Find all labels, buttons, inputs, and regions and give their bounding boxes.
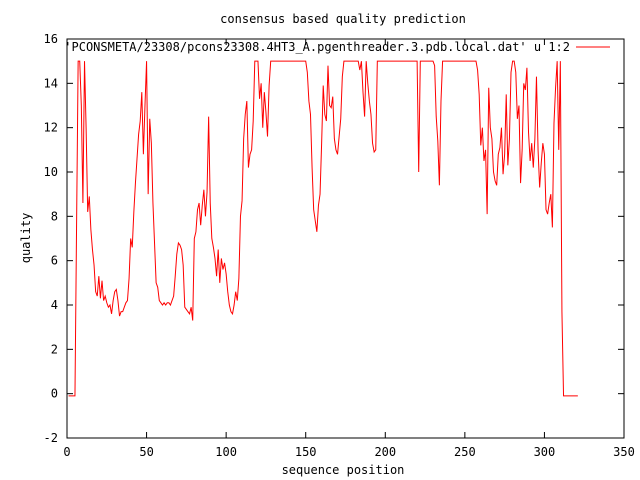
axes: -2 0 2 4 6 8 10 12 14 16 0 50 100 150 200 250 300 350 [44, 32, 635, 459]
y-axis-label: quality [19, 213, 33, 264]
x-axis-label: sequence position [282, 463, 405, 477]
y-tick-label: 8 [51, 209, 58, 223]
series-layer [68, 60, 578, 397]
x-tick-label: 50 [139, 445, 153, 459]
y-tick-label: 14 [44, 76, 58, 90]
x-tick-label: 300 [534, 445, 556, 459]
y-tick-label: 12 [44, 121, 58, 135]
y-tick-label: 16 [44, 32, 58, 46]
y-tick-label: 4 [51, 298, 58, 312]
plot-frame [66, 38, 625, 439]
series-line [68, 60, 578, 397]
y-tick-label: 2 [51, 342, 58, 356]
x-tick-label: 150 [295, 445, 317, 459]
y-tick-label: -2 [44, 431, 58, 445]
y-tick-label: 6 [51, 254, 58, 268]
legend: 'PCONSMETA/23308/pcons23308.4HT3_A.pgent… [64, 40, 610, 54]
x-tick-label: 0 [63, 445, 70, 459]
legend-label: 'PCONSMETA/23308/pcons23308.4HT3_A.pgent… [64, 40, 570, 54]
x-tick-label: 250 [454, 445, 476, 459]
x-tick-label: 100 [215, 445, 237, 459]
y-tick-label: 10 [44, 165, 58, 179]
y-tick-label: 0 [51, 387, 58, 401]
chart-title: consensus based quality prediction [220, 12, 466, 26]
x-tick-label: 200 [374, 445, 396, 459]
x-tick-label: 350 [613, 445, 635, 459]
